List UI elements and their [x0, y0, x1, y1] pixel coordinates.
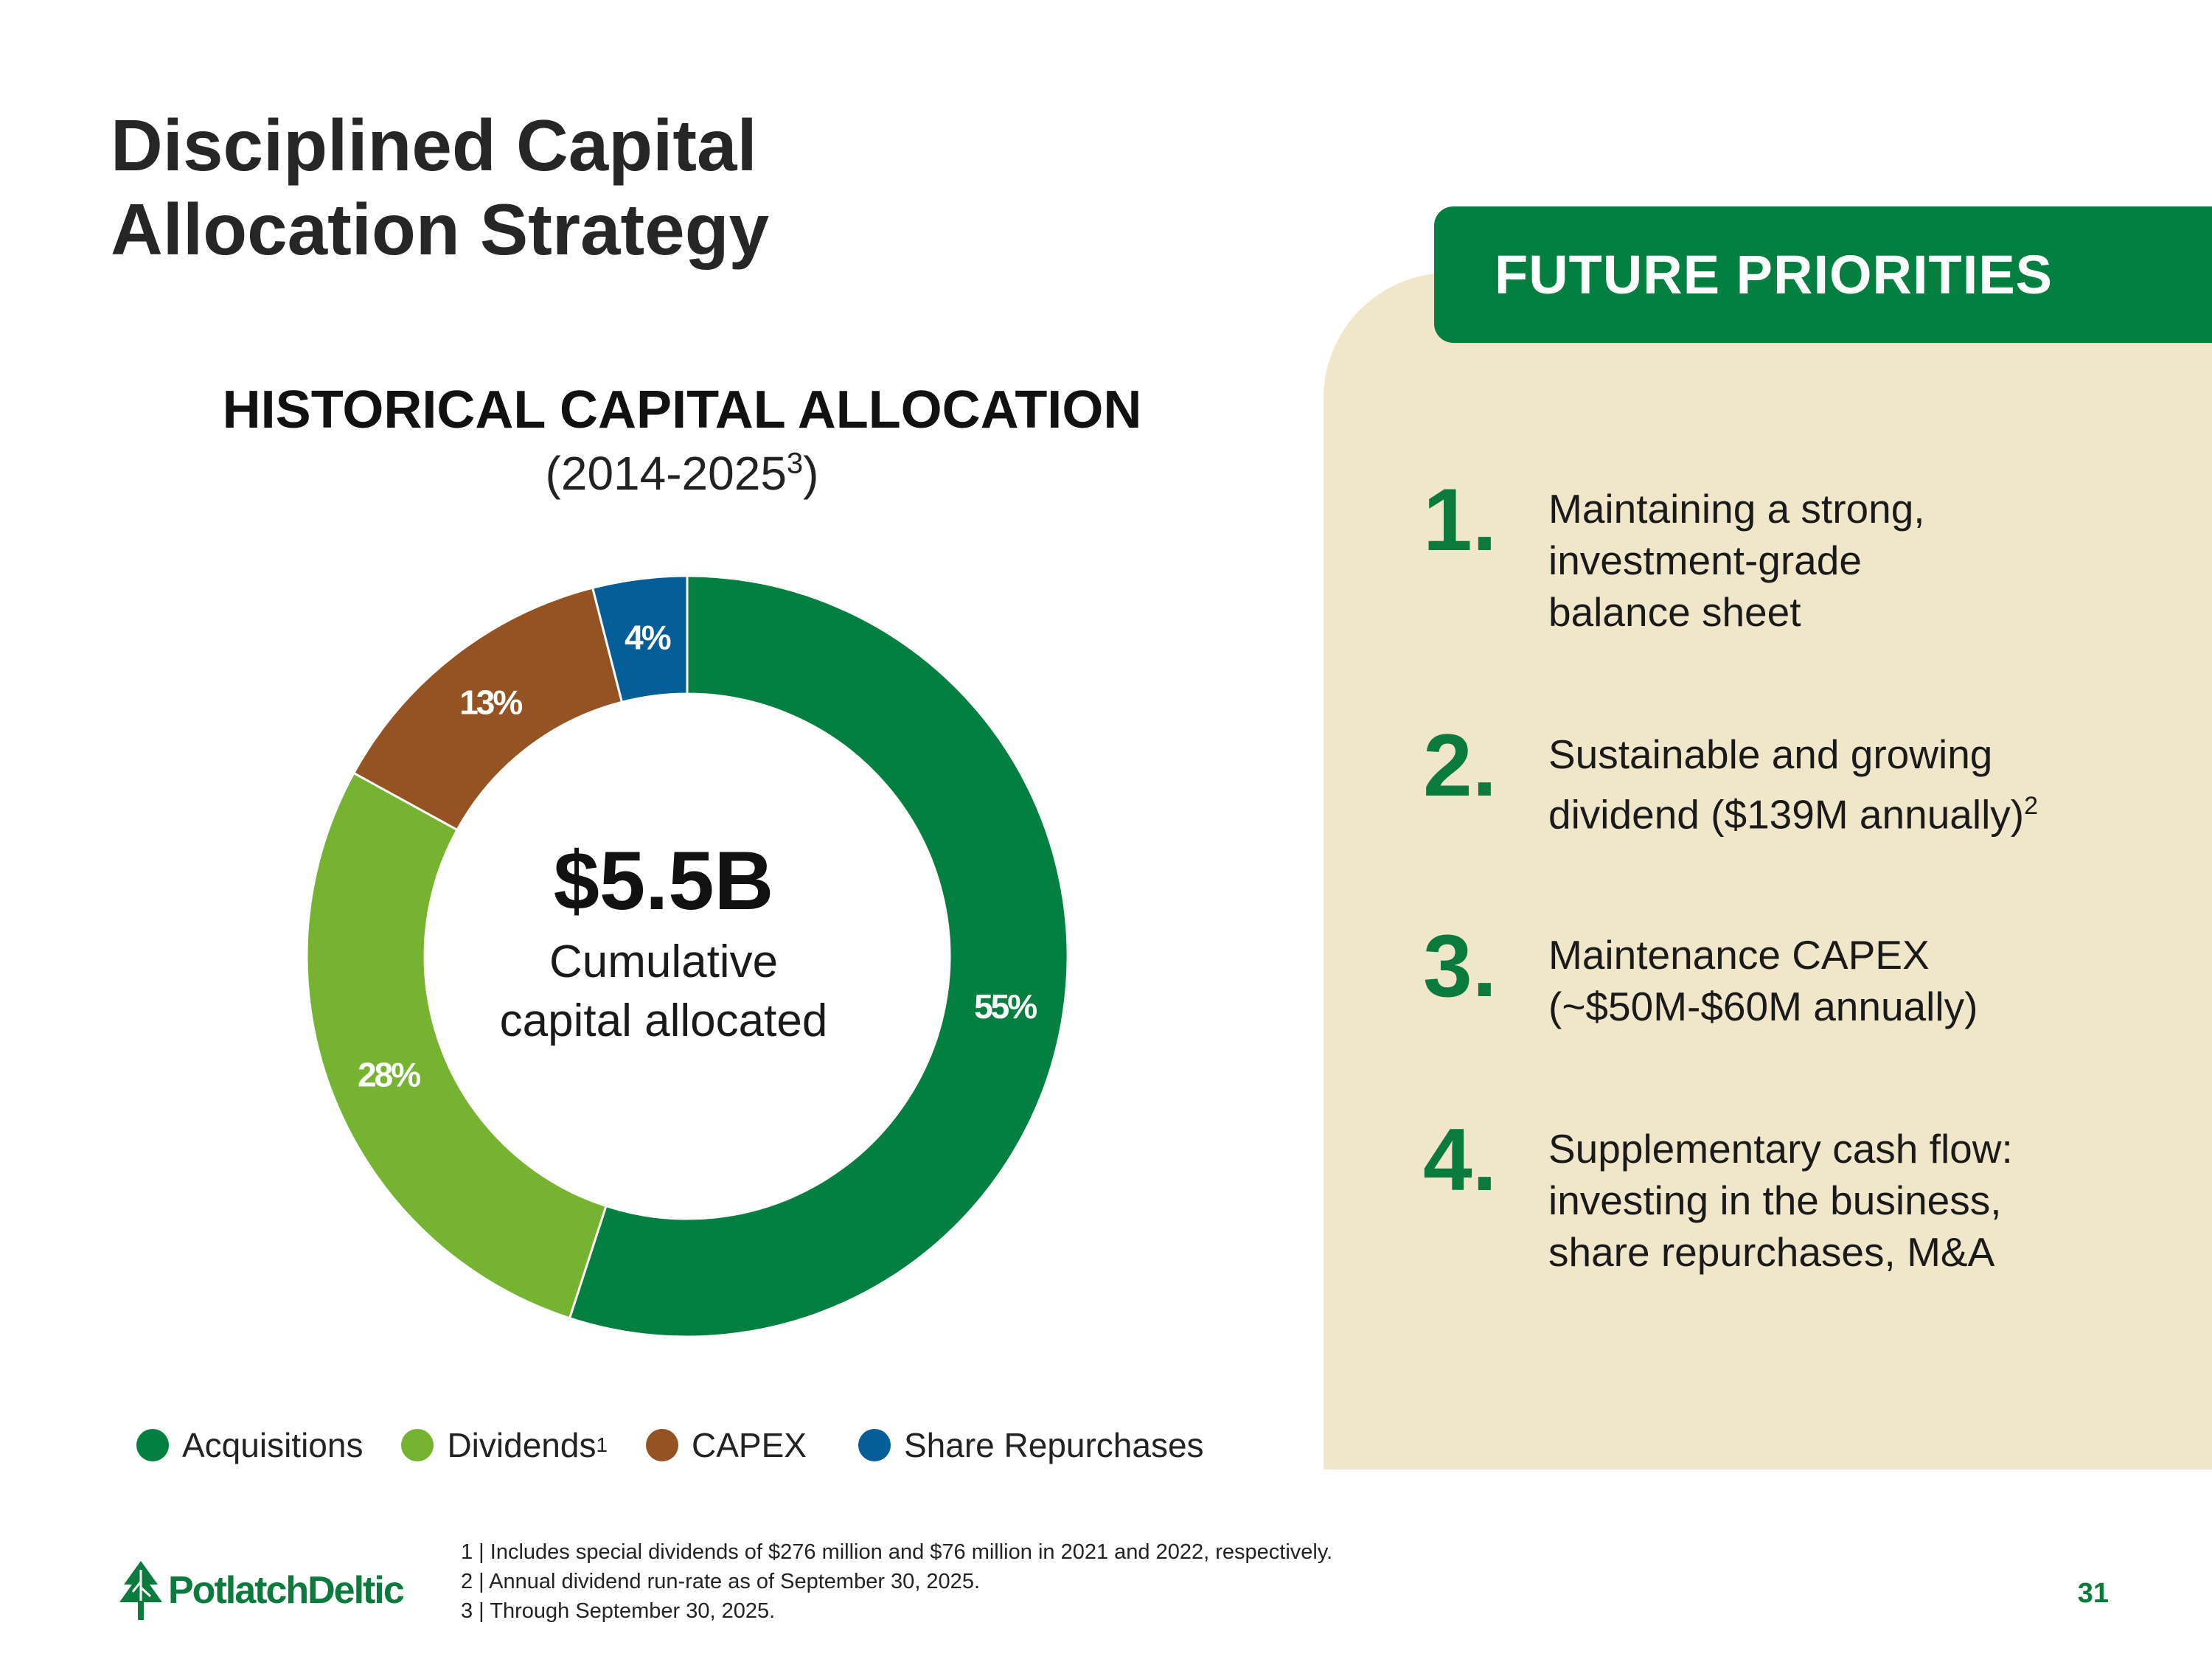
- future-priorities-title: FUTURE PRIORITIES: [1495, 244, 2053, 305]
- priority-number: 1.: [1423, 470, 1498, 569]
- donut-slice-label: 28%: [358, 1056, 420, 1094]
- legend-label: Acquisitions: [182, 1426, 364, 1464]
- donut-center-label-line: Cumulative: [549, 936, 779, 987]
- priority-line: investing in the business,: [1548, 1178, 2002, 1223]
- donut-slice-label: 55%: [974, 987, 1037, 1026]
- priority-text: Sustainable and growing dividend ($139M …: [1548, 728, 2183, 840]
- page-number: 31: [2077, 1578, 2109, 1609]
- legend-swatch: [646, 1429, 679, 1461]
- priority-number: 2.: [1423, 716, 1498, 815]
- priority-number: 3.: [1423, 917, 1498, 1015]
- chart-legend: Acquisitions Dividends 1 CAPEX Share Repu…: [136, 1419, 1242, 1471]
- tree-logo-icon: [119, 1561, 162, 1620]
- priority-line: Sustainable and growing: [1548, 731, 1993, 777]
- footnote: 2 | Annual dividend run-rate as of Septe…: [461, 1570, 981, 1593]
- legend-item-share-repurchases: Share Repurchases: [858, 1425, 1204, 1465]
- priority-line: Supplementary cash flow:: [1548, 1126, 2013, 1172]
- donut-slice-acquisitions: [568, 574, 1069, 1338]
- donut-slice-dividends: [305, 771, 608, 1320]
- priority-footnote-ref: 2: [2024, 792, 2039, 820]
- chart-subtitle-close: ): [803, 447, 819, 500]
- chart-subtitle-main: (2014-2025: [545, 447, 787, 500]
- donut-slice-share-repurchases: [591, 574, 689, 704]
- legend-swatch: [136, 1429, 169, 1461]
- legend-label: Share Repurchases: [903, 1426, 1204, 1464]
- legend-swatch: [401, 1429, 434, 1461]
- potlatchdeltic-logo: PotlatchDeltic: [116, 1559, 405, 1621]
- chart-title: HISTORICAL CAPITAL ALLOCATION: [222, 380, 1142, 439]
- donut-slice-label: 4%: [625, 618, 671, 656]
- legend-item-acquisitions: Acquisitions: [136, 1425, 363, 1465]
- title-line: Disciplined Capital: [111, 105, 757, 186]
- priority-line: investment-grade: [1548, 538, 1862, 583]
- priority-line: balance sheet: [1548, 589, 1801, 635]
- legend-footnote-ref: 1: [596, 1433, 608, 1456]
- donut-chart: 55% 28% 13% 4%: [305, 574, 1069, 1338]
- priority-line: Maintaining a strong,: [1548, 486, 1925, 532]
- footnote: 3 | Through September 30, 2025.: [461, 1599, 776, 1623]
- legend-item-capex: CAPEX: [646, 1425, 807, 1465]
- priority-line: (~$50M-$60M annually): [1548, 984, 1978, 1029]
- priority-text: Maintaining a strong, investment-grade b…: [1548, 483, 2183, 638]
- chart-subtitle: (2014-20253): [0, 446, 1364, 501]
- title-line: Allocation Strategy: [111, 189, 770, 270]
- priority-text: Maintenance CAPEX (~$50M-$60M annually): [1548, 929, 2183, 1032]
- donut-center-label: Cumulative capital allocated: [450, 933, 877, 1051]
- logo-text: PotlatchDeltic: [168, 1569, 405, 1612]
- legend-label: Dividends: [447, 1426, 597, 1464]
- priority-line: share repurchases, M&A: [1548, 1229, 1995, 1275]
- page-title: Disciplined Capital Allocation Strategy: [111, 103, 769, 271]
- footnotes: 1 | Includes special dividends of $276 m…: [461, 1537, 1332, 1626]
- legend-swatch: [858, 1429, 891, 1461]
- footnote: 1 | Includes special dividends of $276 m…: [461, 1540, 1333, 1564]
- donut-slice-label: 13%: [459, 683, 522, 721]
- priority-line: Maintenance CAPEX: [1548, 932, 1930, 978]
- donut-center-value: $5.5B: [553, 835, 774, 927]
- future-priorities-header: FUTURE PRIORITIES: [1434, 206, 2212, 343]
- legend-item-dividends: Dividends 1: [401, 1425, 608, 1465]
- priority-line-wrap: dividend ($139M annually)2: [1548, 780, 2183, 840]
- future-priorities-panel: [1324, 273, 2212, 1470]
- priority-number: 4.: [1423, 1110, 1498, 1209]
- priority-line: dividend ($139M annually): [1548, 791, 2025, 838]
- priority-text: Supplementary cash flow: investing in th…: [1548, 1123, 2183, 1278]
- chart-subtitle-footnote-ref: 3: [786, 447, 804, 480]
- donut-center-label-line: capital allocated: [499, 995, 828, 1046]
- legend-label: CAPEX: [692, 1426, 807, 1464]
